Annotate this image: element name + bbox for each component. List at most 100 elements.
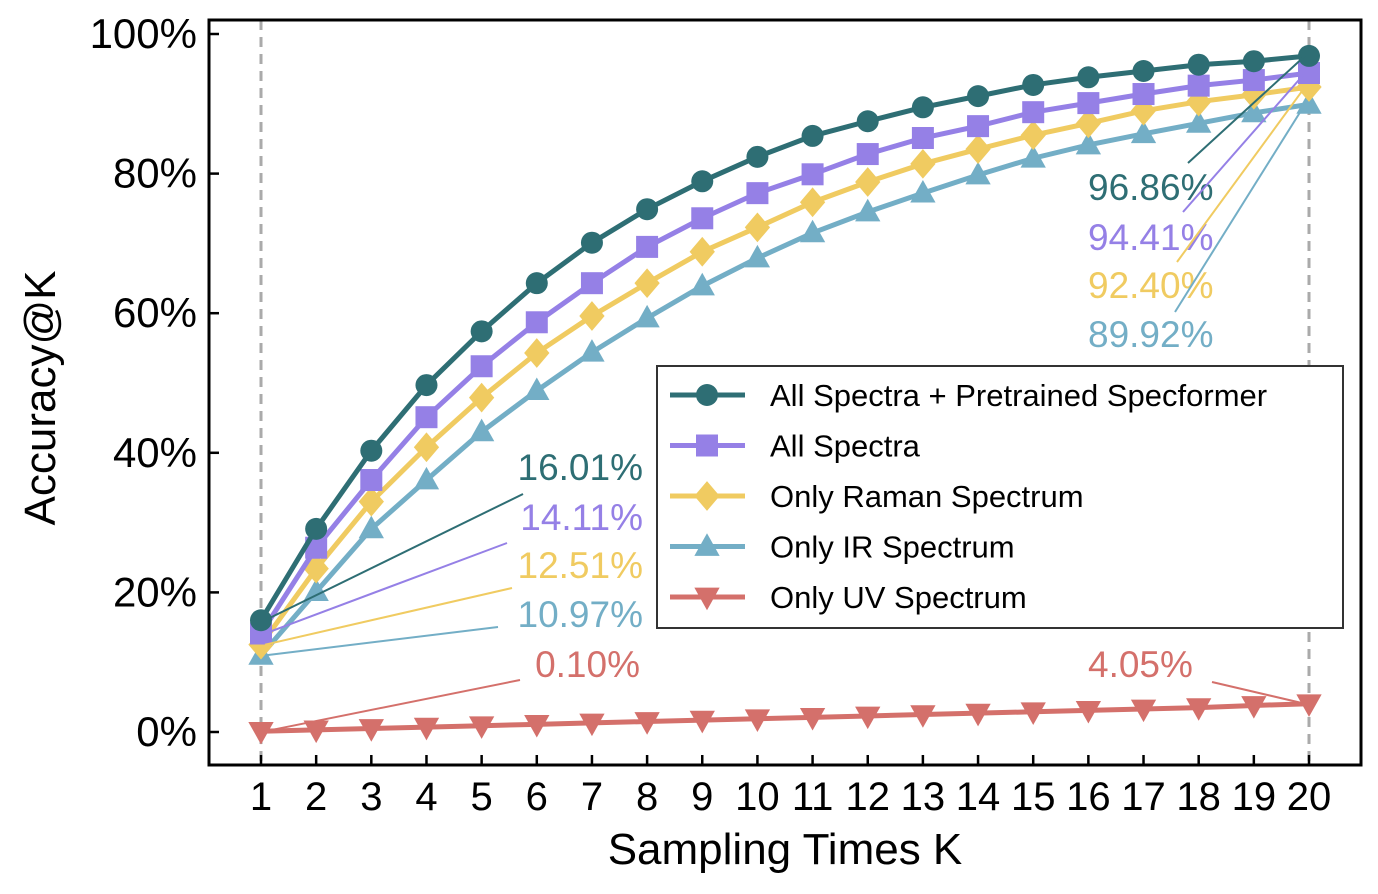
annotation-label: 10.97% <box>518 594 644 635</box>
data-point <box>358 515 384 539</box>
x-tick-label: 15 <box>1011 775 1056 819</box>
data-point <box>1298 62 1320 85</box>
x-tick-label: 6 <box>526 775 548 819</box>
legend-label: All Spectra + Pretrained Specformer <box>770 378 1267 413</box>
x-tick-label: 9 <box>691 775 713 819</box>
series-2 <box>248 72 1322 660</box>
data-point <box>910 179 936 203</box>
data-point <box>1075 701 1102 724</box>
data-point <box>746 182 769 205</box>
annotation-leader-line <box>1182 72 1306 213</box>
x-tick-label: 5 <box>471 775 493 819</box>
legend-label: Only UV Spectrum <box>770 580 1027 615</box>
data-point <box>689 272 715 296</box>
data-point <box>1186 110 1212 133</box>
data-point <box>360 439 383 462</box>
data-point <box>524 377 550 401</box>
data-point <box>744 244 771 268</box>
data-point <box>1241 79 1267 110</box>
data-point <box>580 272 603 295</box>
data-point <box>694 533 720 556</box>
x-tick-label: 17 <box>1121 775 1166 819</box>
annotation-leader-line <box>1211 681 1306 705</box>
x-tick-label: 10 <box>735 775 780 819</box>
data-point <box>303 553 329 584</box>
data-point <box>799 219 826 243</box>
data-point <box>415 374 438 397</box>
annotation-label: 92.40% <box>1088 265 1214 306</box>
data-point <box>1020 145 1046 168</box>
data-point <box>413 466 440 490</box>
data-point <box>468 716 495 739</box>
data-point <box>634 268 660 299</box>
data-point <box>967 85 990 108</box>
annotation-leader-line <box>1174 103 1306 313</box>
data-point <box>1186 86 1212 117</box>
data-point <box>250 609 272 632</box>
annotation-leader-line <box>1176 86 1306 263</box>
y-tick-label: 0% <box>136 708 197 755</box>
y-tick-label: 80% <box>113 150 197 197</box>
data-point <box>580 231 603 254</box>
annotation-leader-line <box>264 587 513 646</box>
x-tick-label: 2 <box>305 775 327 819</box>
data-point <box>358 486 384 517</box>
data-point <box>1130 120 1157 144</box>
data-point <box>579 301 605 331</box>
data-point <box>1077 66 1100 89</box>
data-point <box>691 207 714 230</box>
data-point <box>965 134 991 165</box>
data-point <box>470 355 493 378</box>
data-point <box>1075 131 1102 155</box>
data-point <box>911 127 934 150</box>
x-tick-label: 1 <box>250 775 272 819</box>
data-point <box>415 406 438 429</box>
data-point <box>524 338 550 368</box>
x-tick-label: 16 <box>1066 775 1111 819</box>
data-point <box>303 578 329 602</box>
plot-frame <box>207 18 1363 767</box>
data-point <box>744 709 771 732</box>
annotation-leader-line <box>1187 55 1306 164</box>
legend: All Spectra + Pretrained Specformer All S… <box>656 365 1344 629</box>
data-point <box>799 707 826 731</box>
y-axis-label: Accuracy@K <box>16 271 65 526</box>
data-point <box>1242 50 1265 73</box>
annotation-leader-line <box>264 626 499 657</box>
y-tick-label: 100% <box>90 10 197 57</box>
data-point <box>911 96 934 119</box>
data-point <box>1132 59 1155 82</box>
x-tick-label: 13 <box>901 775 946 819</box>
annotation-label: 0.10% <box>535 644 640 685</box>
data-point <box>1242 69 1265 92</box>
data-point <box>691 170 714 193</box>
x-axis-label: Sampling Times K <box>608 825 963 874</box>
data-point <box>634 712 660 735</box>
data-point <box>1077 92 1100 115</box>
x-tick-label: 4 <box>415 775 437 819</box>
x-tick-label: 8 <box>636 775 658 819</box>
data-point <box>579 713 605 737</box>
series-line <box>259 101 1310 658</box>
data-point <box>910 705 936 728</box>
annotation-label: 94.41% <box>1088 217 1214 258</box>
x-tick-label: 7 <box>581 775 603 819</box>
data-point <box>855 167 881 197</box>
data-point <box>856 143 879 166</box>
series-0 <box>250 44 1320 632</box>
legend-label: All Spectra <box>770 429 921 464</box>
data-point <box>801 124 824 147</box>
data-point <box>1022 73 1045 96</box>
x-tick-label: 3 <box>360 775 382 819</box>
data-point <box>799 187 826 218</box>
data-point <box>1241 696 1267 719</box>
data-point <box>248 721 274 745</box>
data-point <box>1020 120 1046 151</box>
legend-label: Only Raman Spectrum <box>770 479 1084 514</box>
data-point <box>358 719 384 742</box>
data-point <box>696 434 718 457</box>
data-point <box>1296 694 1322 717</box>
x-tick-label: 12 <box>845 775 890 819</box>
data-point <box>470 320 493 343</box>
